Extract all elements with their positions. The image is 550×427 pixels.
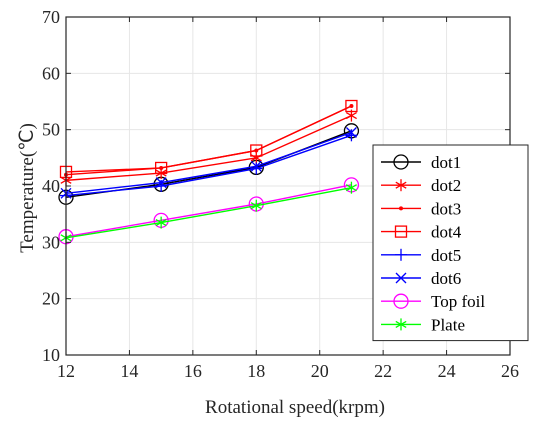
legend-marker-0: [393, 154, 409, 170]
legend-item-3: dot4: [381, 223, 462, 242]
y-axis-label: Temperature(℃): [17, 123, 38, 253]
x-tick-label-2: 16: [184, 361, 202, 381]
legend-marker-6: [393, 293, 409, 309]
data-point-5-3: [345, 127, 357, 138]
legend-label-6: Top foil: [431, 292, 485, 311]
legend-item-2: dot3: [381, 199, 461, 218]
legend-item-5: dot6: [381, 269, 461, 288]
y-tick-label-5: 60: [42, 63, 60, 83]
legend-box: [372, 144, 529, 342]
series-line-7: [65, 187, 352, 239]
y-tick-label-4: 50: [42, 120, 60, 140]
legend-marker-2: [399, 206, 403, 211]
series-dot6: [60, 127, 357, 199]
series-line-4: [65, 134, 352, 197]
data-point-3-2: [250, 144, 263, 157]
data-point-7-1: [155, 216, 167, 229]
legend-item-1: dot2: [381, 176, 461, 195]
legend-marker-7: [395, 318, 407, 331]
x-tick-label-1: 14: [120, 361, 138, 381]
legend-label-1: dot2: [431, 176, 461, 195]
legend-marker-5: [395, 272, 407, 284]
series-line-6: [65, 184, 352, 238]
data-point-5-1: [155, 177, 167, 189]
tick-labels: 12 14 16 18 20 22 24 26 10 20 30 40 50 60 70: [42, 7, 519, 381]
x-tick-label-7: 26: [501, 361, 519, 381]
series-line-5: [65, 131, 352, 195]
series-top-foil: [58, 177, 360, 245]
legend: dot1 dot2 dot3 dot4 dot5 dot6 Top foil Plate: [372, 144, 529, 342]
legend-label-5: dot6: [431, 269, 461, 288]
legend-marker-1: [395, 179, 407, 192]
y-tick-label-1: 20: [42, 289, 60, 309]
x-tick-label-6: 24: [438, 361, 456, 381]
x-axis-label: Rotational speed(krpm): [205, 397, 385, 418]
data-point-4-3: [345, 129, 358, 142]
x-tick-label-5: 22: [374, 361, 392, 381]
series-lines: [58, 99, 360, 245]
series-line-1: [65, 114, 352, 182]
data-point-3-3: [345, 99, 358, 113]
legend-label-2: dot3: [431, 199, 461, 218]
legend-label-4: dot5: [431, 246, 461, 265]
legend-label-3: dot4: [431, 223, 462, 242]
x-tick-label-4: 20: [311, 361, 329, 381]
legend-marker-3: [394, 225, 408, 238]
data-point-4-2: [250, 162, 263, 175]
legend-label-7: Plate: [431, 315, 465, 334]
data-point-7-2: [250, 199, 262, 212]
y-tick-label-2: 30: [42, 232, 60, 252]
legend-item-7: Plate: [381, 315, 465, 334]
series-line-2: [65, 105, 352, 176]
y-tick-label-0: 10: [42, 345, 60, 365]
series-dot4: [59, 99, 358, 179]
x-tick-label-3: 18: [247, 361, 265, 381]
series-line-3: [65, 105, 352, 173]
legend-label-0: dot1: [431, 153, 461, 172]
legend-marker-4: [395, 248, 407, 261]
data-point-5-2: [250, 160, 262, 172]
legend-item-6: Top foil: [381, 292, 485, 311]
data-point-7-3: [345, 181, 357, 194]
y-tick-label-3: 40: [42, 176, 60, 196]
series-line-0: [65, 130, 352, 198]
data-point-3-1: [154, 161, 168, 175]
y-tick-label-6: 70: [42, 7, 60, 27]
legend-item-4: dot5: [381, 246, 461, 265]
x-tick-label-0: 12: [57, 361, 75, 381]
legend-item-0: dot1: [381, 153, 461, 172]
